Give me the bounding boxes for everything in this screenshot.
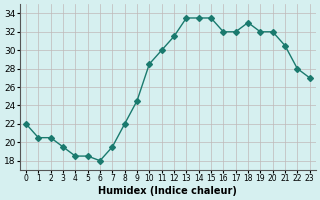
- X-axis label: Humidex (Indice chaleur): Humidex (Indice chaleur): [98, 186, 237, 196]
